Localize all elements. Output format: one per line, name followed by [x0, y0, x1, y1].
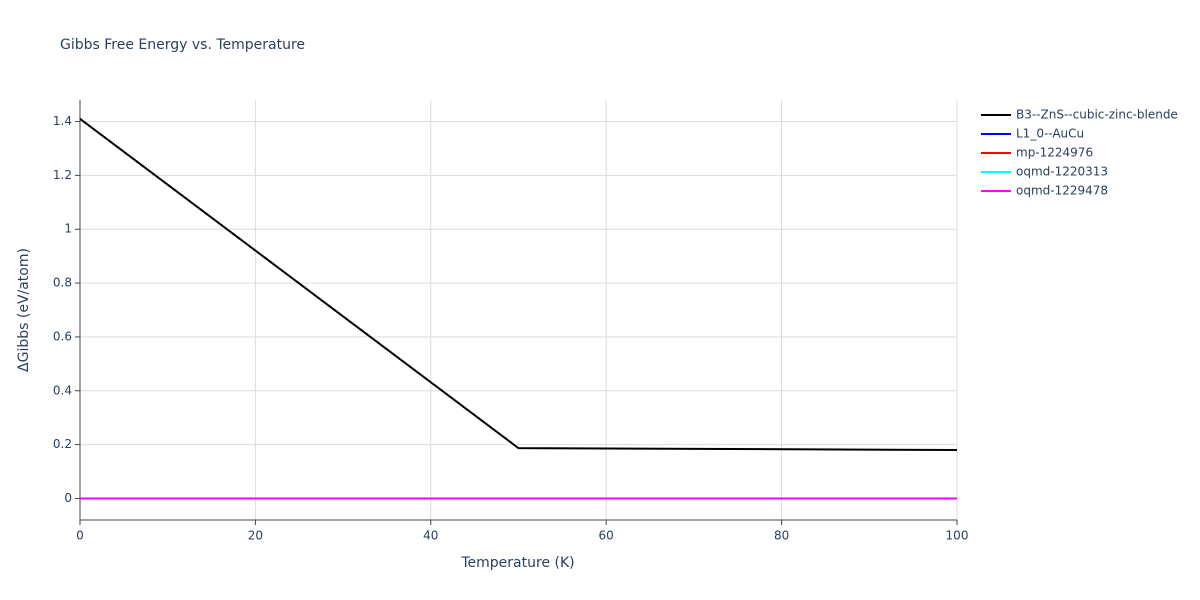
x-tick-label: 100 — [946, 529, 969, 543]
chart-title: Gibbs Free Energy vs. Temperature — [60, 37, 305, 53]
series-line — [79, 118, 958, 451]
legend-label: mp-1224976 — [1016, 146, 1093, 160]
y-axis-title: ΔGibbs (eV/atom) — [16, 248, 32, 372]
x-tick-label: 0 — [76, 529, 84, 543]
y-tick-label: 0.6 — [53, 329, 72, 343]
y-tick-label: 1 — [64, 222, 72, 236]
legend-label: oqmd-1229478 — [1016, 184, 1108, 198]
y-tick-label: 0.2 — [53, 437, 72, 451]
x-tick-label: 20 — [248, 529, 263, 543]
x-axis-title: Temperature (K) — [460, 555, 574, 571]
y-tick-label: 0.4 — [53, 383, 72, 397]
x-tick-label: 60 — [599, 529, 614, 543]
y-tick-label: 0 — [64, 491, 72, 505]
y-tick-label: 1.2 — [53, 168, 72, 182]
y-tick-label: 1.4 — [53, 114, 72, 128]
y-tick-label: 0.8 — [53, 276, 72, 290]
x-tick-label: 40 — [423, 529, 438, 543]
legend-label: L1_0--AuCu — [1016, 127, 1084, 141]
legend-label: oqmd-1220313 — [1016, 165, 1108, 179]
x-tick-label: 80 — [774, 529, 789, 543]
legend-label: B3--ZnS--cubic-zinc-blende — [1016, 108, 1178, 122]
